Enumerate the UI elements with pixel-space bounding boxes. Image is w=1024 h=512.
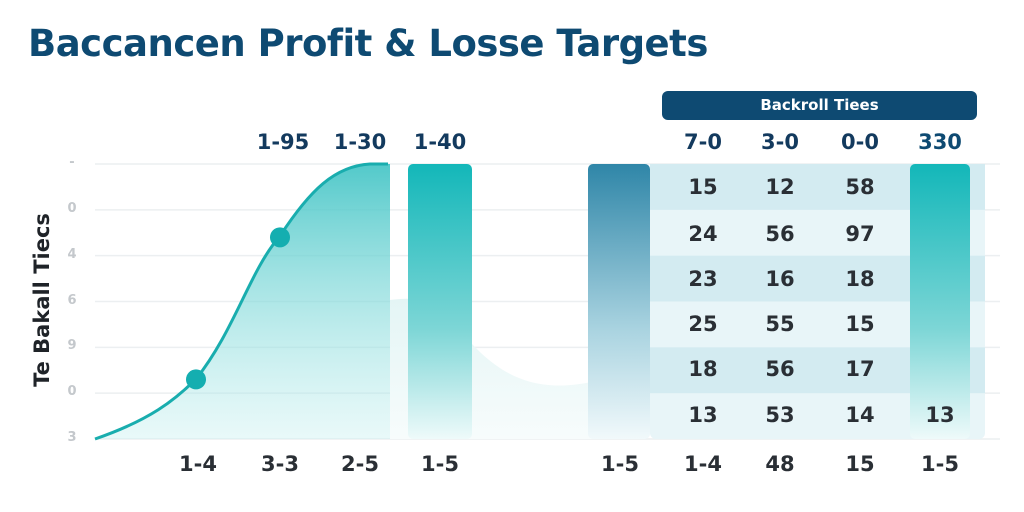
y-axis-label: Te Bakall Tiecs xyxy=(30,213,54,387)
y-tick-label: 9 xyxy=(67,338,77,354)
table-cell: 13 xyxy=(688,403,718,427)
table-cell: 58 xyxy=(845,175,875,199)
y-tick-label: 0 xyxy=(67,200,77,216)
area-line xyxy=(94,162,388,441)
x-tick-label: 1-5 xyxy=(421,452,459,476)
table-cell: 15 xyxy=(688,175,718,199)
table-header: 0-0 xyxy=(841,130,879,154)
table-cell: 14 xyxy=(845,403,875,427)
table-cell: 18 xyxy=(688,357,718,381)
table-cell: 13 xyxy=(925,403,955,427)
table-right-bar xyxy=(910,164,970,439)
x-tick-label: 2-5 xyxy=(341,452,379,476)
data-point xyxy=(270,227,290,248)
x-tick-label: 15 xyxy=(845,452,875,476)
table-cell: 55 xyxy=(765,312,795,336)
x-tick-label: 48 xyxy=(765,452,795,476)
chart-title: Baccancen Profit & Losse Targets xyxy=(28,22,708,65)
table-title-banner: Backroll Tiees xyxy=(662,91,977,120)
x-tick-label: 1-5 xyxy=(601,452,639,476)
top-value-label: 1-40 xyxy=(413,130,467,154)
x-tick-label: 1-4 xyxy=(684,452,722,476)
table-cell: 53 xyxy=(765,403,795,427)
bar-1-40 xyxy=(408,164,472,439)
table-cell: 23 xyxy=(688,267,718,291)
table-left-bar xyxy=(588,164,650,439)
table-cell: 18 xyxy=(845,267,875,291)
y-tick-label: 6 xyxy=(67,292,77,308)
table-cell: 25 xyxy=(688,312,718,336)
table-cell: 15 xyxy=(845,312,875,336)
table-cell: 56 xyxy=(765,222,795,246)
x-tick-label: 1-4 xyxy=(179,452,217,476)
y-tick-label: 3 xyxy=(67,430,77,445)
table-cell: 17 xyxy=(845,357,875,381)
table-cell: 97 xyxy=(845,222,875,246)
y-tick-label: 0 xyxy=(67,384,77,400)
x-tick-label: 1-5 xyxy=(921,452,959,476)
table-cell: 12 xyxy=(765,175,795,199)
top-value-label: 1-95 xyxy=(256,130,310,154)
table-header: 330 xyxy=(918,130,962,154)
table-cell: 56 xyxy=(765,357,795,381)
table-header: 7-0 xyxy=(684,130,722,154)
table-cell: 16 xyxy=(765,267,795,291)
table-cell: 24 xyxy=(688,222,718,246)
y-tick-label: 4 xyxy=(67,246,77,262)
y-tick-label: - xyxy=(69,155,75,170)
x-tick-label: 3-3 xyxy=(261,452,299,476)
data-point xyxy=(186,369,206,390)
table-header: 3-0 xyxy=(761,130,799,154)
top-value-label: 1-30 xyxy=(333,130,387,154)
